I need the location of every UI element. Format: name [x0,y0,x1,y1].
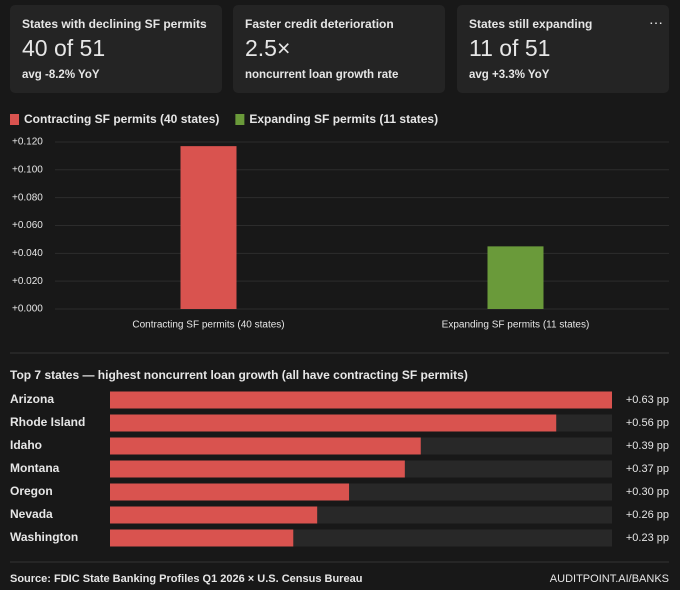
y-tick-label: +0.100 [12,164,43,175]
value-label: +0.26 pp [626,509,669,521]
legend-label: Contracting SF permits (40 states) [24,112,219,126]
card-sub: avg +3.3% YoY [469,69,550,81]
value-label: +0.30 pp [626,486,669,498]
row-label: Montana [10,461,60,475]
row-label: Idaho [10,438,42,452]
x-tick-label: Expanding SF permits (11 states) [442,320,590,331]
bar [110,506,318,524]
bar [180,146,237,309]
card-sub: noncurrent loan growth rate [245,69,398,81]
card [457,5,669,93]
card [233,5,445,93]
legend-label: Expanding SF permits (11 states) [249,112,438,126]
card-sub: avg -8.2% YoY [22,69,100,81]
card-label: States with declining SF permits [22,17,207,31]
y-tick-label: +0.040 [12,248,43,259]
card-label: Faster credit deterioration [245,17,394,31]
y-tick-label: +0.000 [12,304,43,315]
value-label: +0.37 pp [626,463,669,475]
y-tick-label: +0.120 [12,137,43,148]
y-tick-label: +0.080 [12,192,43,203]
card-value: 40 of 51 [22,35,105,61]
card-value: 2.5× [245,35,290,61]
legend-swatch [235,114,245,125]
card-value: 11 of 51 [469,35,550,61]
row-label: Nevada [10,507,53,521]
bar [110,391,612,409]
y-tick-label: +0.060 [12,220,43,231]
card [10,5,222,93]
value-label: +0.56 pp [626,417,669,429]
bar [110,414,557,432]
value-label: +0.39 pp [626,440,669,452]
bar [487,246,544,309]
legend-swatch [10,114,19,125]
source: Source: FDIC State Banking Profiles Q1 2… [10,573,362,585]
bar [110,437,421,455]
row-label: Washington [10,530,78,544]
x-tick-label: Contracting SF permits (40 states) [132,320,284,331]
bar [110,483,350,501]
brand[interactable]: AUDITPOINT.AI/BANKS [550,573,669,585]
value-label: +0.23 pp [626,532,669,544]
menu-icon[interactable]: ⋯ [649,15,663,31]
chart-title: Top 7 states — highest noncurrent loan g… [10,368,468,382]
card-label: States still expanding [469,17,592,31]
row-label: Arizona [10,392,54,406]
bar [110,460,405,478]
row-label: Oregon [10,484,53,498]
row-label: Rhode Island [10,415,85,429]
y-tick-label: +0.020 [12,276,43,287]
bar [110,529,294,547]
value-label: +0.63 pp [626,394,669,406]
cards: ⋯ [10,5,669,93]
